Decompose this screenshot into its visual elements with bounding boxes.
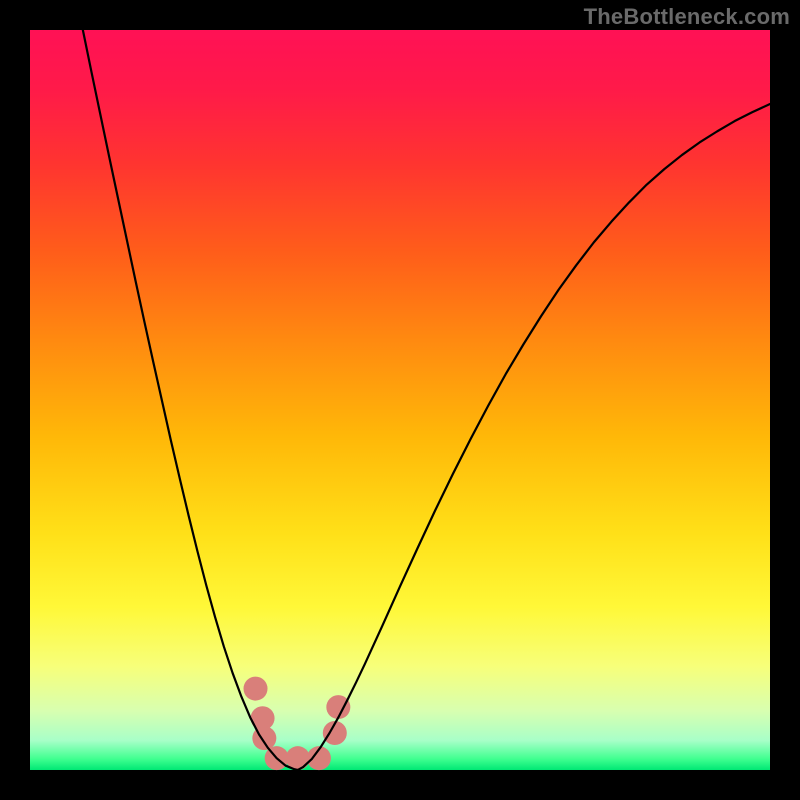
curve-left-branch (83, 30, 298, 770)
data-marker (244, 677, 268, 701)
curve-overlay (0, 0, 800, 800)
curve-right-branch (298, 104, 770, 770)
watermark-text: TheBottleneck.com (584, 4, 790, 30)
chart-container: TheBottleneck.com (0, 0, 800, 800)
